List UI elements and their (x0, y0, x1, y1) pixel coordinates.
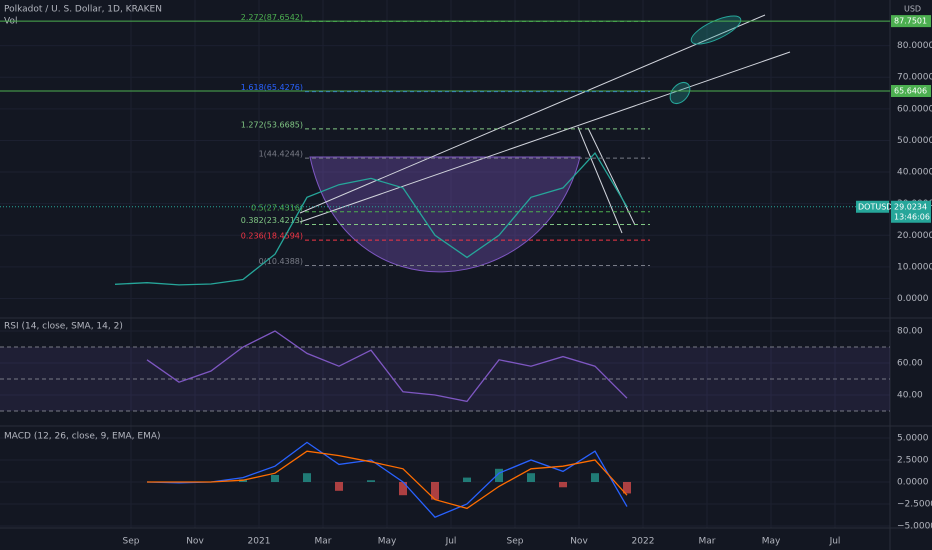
trend-line (299, 51, 791, 223)
y-tick-label: 2.5000 (897, 456, 929, 466)
y-tick-label: 50.0000 (897, 136, 932, 146)
price-tag-label: 65.6406 (894, 87, 927, 96)
y-tick-label: 60.0000 (897, 104, 932, 114)
y-tick-label: 80.0000 (897, 41, 932, 51)
fib-label: 0.236(18.4594) (241, 232, 303, 241)
x-tick-label: 2022 (632, 537, 655, 547)
macd-histogram-bar (495, 468, 503, 482)
fib-label: 0.382(23.4213) (241, 216, 303, 225)
price-line (114, 152, 628, 286)
macd-histogram-bar (335, 482, 343, 491)
currency: USD (904, 5, 921, 14)
y-tick-label: 0.0000 (897, 478, 929, 488)
x-tick-label: May (762, 537, 781, 547)
y-tick-label: 40.0000 (897, 168, 932, 178)
macd-histogram-bar (399, 482, 407, 496)
fib-label: 0(10.4388) (259, 257, 303, 266)
x-tick-label: 2021 (248, 537, 271, 547)
y-tick-label: −5.0000 (897, 522, 932, 532)
macd-histogram-bar (303, 473, 311, 482)
price-tag (891, 85, 931, 98)
x-tick-label: Sep (123, 537, 140, 547)
price-tag (891, 15, 931, 28)
macd-histogram-bar (559, 482, 567, 488)
y-tick-label: 40.00 (897, 391, 923, 401)
price-tag-label: 29.0234 (894, 202, 927, 211)
macd-histogram-bar (367, 480, 375, 482)
trend-line (577, 126, 623, 234)
y-tick-label: 10.0000 (897, 262, 932, 272)
x-tick-label: Nov (186, 537, 204, 547)
rsi-line (146, 330, 628, 403)
fib-label: 0.5(27.4316) (251, 203, 303, 212)
y-tick-label: 5.0000 (897, 434, 929, 444)
x-tick-label: Sep (507, 537, 524, 547)
x-tick-label: Mar (699, 537, 716, 547)
rsi-title: RSI (14, close, SMA, 14, 2) (4, 322, 123, 332)
fib-label: 2.272(87.6542) (241, 13, 303, 22)
grid (0, 0, 890, 528)
symbol-tag-label: DOTUSD (858, 202, 892, 211)
x-tick-label: Mar (315, 537, 332, 547)
macd-histogram-bar (431, 482, 439, 500)
y-tick-label: 0.0000 (897, 294, 929, 304)
macd-line (147, 450, 628, 510)
price-tag-label: 87.7501 (894, 17, 927, 26)
macd-histogram-bar (623, 482, 631, 494)
symbol-title: Polkadot / U. S. Dollar, 1D, KRAKEN (4, 5, 162, 15)
x-tick-label: Jul (445, 537, 457, 547)
y-tick-label: −2.5000 (897, 500, 932, 510)
y-tick-label: 20.0000 (897, 231, 932, 241)
x-tick-label: Nov (570, 537, 588, 547)
macd-histogram-bar (527, 473, 535, 482)
countdown: 13:46:06 (894, 212, 930, 221)
marks: Sep Nov 2021 Mar May Jul Sep Nov 2022 Mar May Jul 0.… (0, 13, 932, 547)
target-ellipse (690, 15, 742, 45)
x-tick-label: Jul (829, 537, 841, 547)
trend-line (587, 127, 636, 226)
macd-histogram-bar (591, 473, 599, 482)
price-tag (891, 200, 931, 223)
fib-label: 1.272(53.6685) (241, 120, 303, 129)
fib-label: 1.618(65.4276) (241, 83, 303, 92)
macd-histogram-bar (271, 474, 279, 482)
cup-pattern (309, 156, 581, 273)
macd-title: MACD (12, 26, close, 9, EMA, EMA) (4, 432, 161, 442)
y-tick-label: 70.0000 (897, 73, 932, 83)
symbol-tag (856, 200, 889, 213)
fib-label: 1(44.4244) (259, 150, 303, 159)
macd-histogram-bar (463, 477, 471, 482)
x-tick-label: May (378, 537, 397, 547)
y-tick-label: 60.00 (897, 359, 923, 369)
target-ellipse (669, 81, 691, 105)
y-tick-label: 80.00 (897, 327, 923, 337)
macd-line (146, 441, 628, 518)
